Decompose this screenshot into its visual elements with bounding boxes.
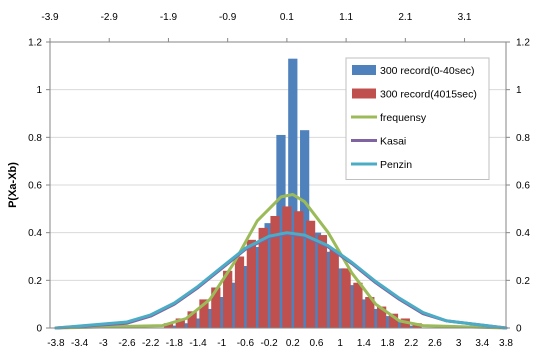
x-tick-label-bottom: 1.4	[357, 338, 371, 349]
bar	[163, 323, 174, 328]
tick-labels: 0 0.2 0.4 0.6 0.8 1 1.2 0 0.2 0.4 0.6 0.8 1 1.2 -3.9 -2…	[28, 12, 530, 349]
legend-label: 300 record(4015sec)	[380, 89, 477, 101]
bar	[258, 227, 268, 328]
bar	[211, 287, 221, 328]
legend-label: Penzin	[380, 159, 412, 171]
bar	[371, 308, 381, 328]
bar	[359, 299, 369, 328]
x-tick-label-bottom: -2.2	[142, 338, 160, 349]
y-tick-label-right: 0.6	[516, 181, 530, 192]
y-tick-label-left: 1.2	[28, 38, 42, 49]
bar	[205, 308, 215, 328]
x-tick-label-top: -1.9	[160, 12, 178, 23]
y-tick-label-left: 0	[36, 324, 42, 335]
bar	[187, 311, 197, 328]
x-tick-label-bottom: 3	[456, 338, 462, 349]
bar	[276, 134, 286, 328]
bar	[264, 223, 274, 328]
x-tick-label-top: -0.9	[219, 12, 237, 23]
bar	[294, 211, 304, 328]
x-tick-label-top: 3.1	[458, 12, 472, 23]
bar	[365, 297, 375, 328]
x-tick-label-bottom: 2.6	[428, 338, 442, 349]
y-tick-label-right: 0.4	[516, 228, 530, 239]
legend-swatch	[352, 65, 376, 75]
x-tick-label-top: 1.1	[339, 12, 353, 23]
bar	[246, 239, 256, 328]
legend: 300 record(0-40sec) 300 record(4015sec) fr…	[345, 57, 490, 180]
x-tick-label-bottom: -3.4	[71, 338, 89, 349]
bar	[329, 249, 339, 328]
bar	[347, 285, 357, 328]
bar	[406, 325, 416, 328]
bar	[305, 220, 316, 328]
bar	[181, 323, 191, 328]
bar	[282, 206, 292, 328]
x-tick-label-bottom: 3.4	[475, 338, 489, 349]
bar	[169, 325, 179, 328]
x-tick-label-bottom: 1	[337, 338, 343, 349]
y-tick-label-right: 1.2	[516, 38, 530, 49]
legend-swatch	[352, 88, 376, 99]
y-axis-title: P(Xa-Xb)	[7, 162, 19, 208]
bar	[382, 316, 393, 328]
bar	[311, 232, 322, 328]
bar	[228, 282, 239, 328]
bar	[193, 318, 203, 328]
bar	[252, 246, 262, 328]
y-tick-label-right: 1	[516, 85, 522, 96]
bar	[240, 266, 251, 328]
x-tick-label-bottom: -1	[217, 338, 226, 349]
y-tick-label-left: 0.6	[28, 181, 42, 192]
legend-box	[345, 57, 490, 180]
bar	[300, 130, 310, 328]
bar	[317, 235, 328, 328]
bar	[175, 318, 185, 328]
x-tick-label-top: -2.9	[101, 12, 119, 23]
x-tick-label-top: -3.9	[41, 12, 59, 23]
bar	[234, 256, 245, 328]
x-tick-label-bottom: 1.8	[381, 338, 395, 349]
bar	[323, 251, 333, 328]
x-tick-label-bottom: -3.8	[47, 338, 65, 349]
y-tick-label-right: 0.8	[516, 133, 530, 144]
series-line	[54, 193, 508, 330]
bar	[353, 282, 363, 328]
y-tick-label-right: 0.2	[516, 276, 530, 287]
bar	[388, 313, 399, 328]
bar	[270, 215, 280, 328]
x-tick-label-bottom: 3.8	[499, 338, 513, 349]
y-tick-label-left: 0.4	[28, 228, 42, 239]
bar	[217, 297, 227, 328]
legend-label: frequensy	[380, 112, 427, 124]
x-tick-label-bottom: -2.6	[118, 338, 136, 349]
bar	[199, 299, 209, 328]
x-tick-label-bottom: -0.6	[237, 338, 255, 349]
x-tick-label-bottom: -0.2	[260, 338, 278, 349]
bar	[335, 268, 345, 328]
x-tick-label-bottom: 0.2	[286, 338, 300, 349]
axes	[46, 38, 510, 329]
series-lines	[54, 193, 508, 330]
bar	[341, 268, 351, 328]
bars	[163, 58, 422, 328]
bar	[223, 270, 233, 328]
y-tick-label-right: 0	[516, 324, 522, 335]
legend-label: Kasai	[380, 136, 406, 148]
x-tick-label-top: 0.1	[280, 12, 294, 23]
legend-label: 300 record(0-40sec)	[380, 65, 475, 77]
x-tick-label-top: 2.1	[398, 12, 412, 23]
series-line	[54, 231, 508, 330]
y-tick-label-left: 1	[36, 85, 42, 96]
y-tick-label-left: 0.8	[28, 133, 42, 144]
x-tick-label-bottom: 0.6	[310, 338, 324, 349]
x-tick-label-bottom: -1.8	[166, 338, 184, 349]
x-tick-label-bottom: -1.4	[189, 338, 207, 349]
x-tick-label-bottom: 2.2	[404, 338, 418, 349]
x-tick-label-bottom: -3	[99, 338, 108, 349]
bar	[377, 306, 387, 328]
bar	[394, 320, 405, 328]
y-tick-label-left: 0.2	[28, 276, 42, 287]
